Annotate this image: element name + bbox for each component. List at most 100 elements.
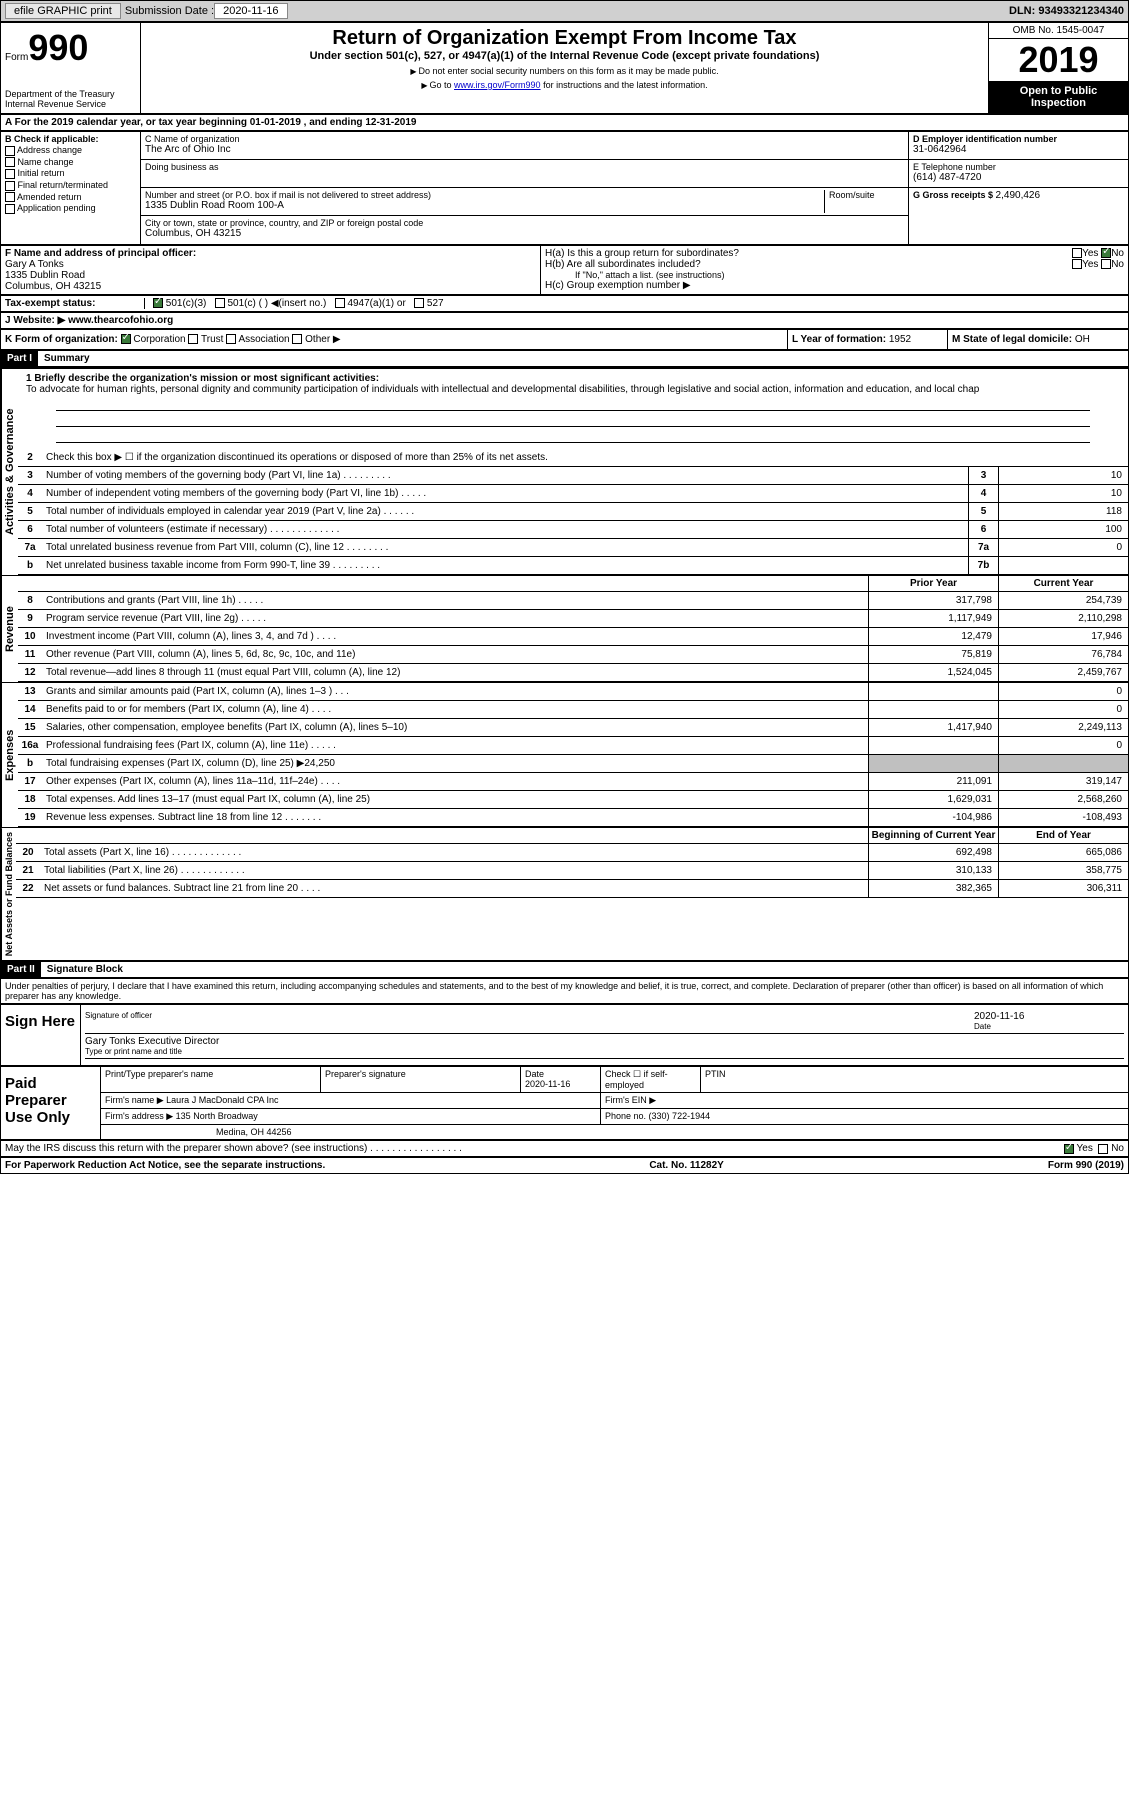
org-city: Columbus, OH 43215	[145, 228, 904, 239]
check-corp[interactable]	[121, 334, 131, 344]
check-501c[interactable]	[215, 298, 225, 308]
perjury-text: Under penalties of perjury, I declare th…	[0, 978, 1129, 1004]
officer-addr2: Columbus, OH 43215	[5, 281, 536, 292]
col-end: End of Year	[998, 828, 1128, 843]
note-goto-post: for instructions and the latest informat…	[543, 80, 708, 90]
col-current: Current Year	[998, 576, 1128, 591]
tax-year-row: A For the 2019 calendar year, or tax yea…	[0, 114, 1129, 131]
table-row: 10Investment income (Part VIII, column (…	[18, 628, 1128, 646]
table-row: 12Total revenue—add lines 8 through 11 (…	[18, 664, 1128, 682]
discuss-yes[interactable]	[1064, 1144, 1074, 1154]
org-name: The Arc of Ohio Inc	[145, 144, 904, 155]
dba-label: Doing business as	[145, 162, 904, 172]
tax-year: 2019	[989, 39, 1128, 81]
sign-here-label: Sign Here	[1, 1005, 81, 1065]
table-row: 16aProfessional fundraising fees (Part I…	[18, 737, 1128, 755]
officer-h-row: F Name and address of principal officer:…	[0, 245, 1129, 295]
org-name-label: C Name of organization	[145, 134, 904, 144]
firm-ein-label: Firm's EIN ▶	[601, 1093, 1128, 1108]
net-assets-label: Net Assets or Fund Balances	[1, 828, 16, 960]
col-b-checkboxes: B Check if applicable: Address change Na…	[1, 132, 141, 244]
form-subtitle: Under section 501(c), 527, or 4947(a)(1)…	[149, 50, 980, 62]
table-row: 11Other revenue (Part VIII, column (A), …	[18, 646, 1128, 664]
hb-note: If "No," attach a list. (see instruction…	[545, 270, 1124, 280]
form-header: Form 990 Department of the Treasury Inte…	[0, 22, 1129, 114]
check-final-return[interactable]: Final return/terminated	[5, 180, 136, 191]
check-name-change[interactable]: Name change	[5, 157, 136, 168]
ptin-label: PTIN	[701, 1067, 1128, 1092]
note-goto-pre: Go to	[421, 80, 454, 90]
check-amended[interactable]: Amended return	[5, 192, 136, 203]
hc-row: H(c) Group exemption number ▶	[545, 280, 1124, 291]
efile-print-button[interactable]: efile GRAPHIC print	[5, 3, 121, 19]
q2-text: Check this box ▶ ☐ if the organization d…	[42, 450, 1128, 465]
check-pending[interactable]: Application pending	[5, 203, 136, 214]
form-title: Return of Organization Exempt From Incom…	[149, 27, 980, 50]
check-4947[interactable]	[335, 298, 345, 308]
ha-row: H(a) Is this a group return for subordin…	[545, 248, 1124, 259]
form-version: Form 990 (2019)	[1048, 1160, 1124, 1171]
col-prior: Prior Year	[868, 576, 998, 591]
hb-row: H(b) Are all subordinates included? Yes …	[545, 259, 1124, 270]
table-row: bTotal fundraising expenses (Part IX, co…	[18, 755, 1128, 773]
table-row: 3Number of voting members of the governi…	[18, 467, 1128, 485]
pt-date: 2020-11-16	[525, 1079, 570, 1089]
gross-value: 2,490,426	[996, 190, 1041, 201]
city-label: City or town, state or province, country…	[145, 218, 904, 228]
col-c-org: C Name of organization The Arc of Ohio I…	[141, 132, 908, 244]
activities-governance-label: Activities & Governance	[1, 369, 18, 575]
firm-addr2: Medina, OH 44256	[101, 1125, 601, 1139]
open-inspection: Open to Public Inspection	[989, 81, 1128, 113]
cat-no: Cat. No. 11282Y	[649, 1160, 723, 1171]
website-url: www.thearcofohio.org	[68, 315, 173, 326]
gross-label: G Gross receipts $	[913, 190, 996, 200]
part2-header: Part II Signature Block	[0, 961, 1129, 978]
sign-here-section: Sign Here Signature of officer 2020-11-1…	[0, 1004, 1129, 1066]
check-527[interactable]	[414, 298, 424, 308]
page-footer: For Paperwork Reduction Act Notice, see …	[0, 1157, 1129, 1174]
part1-header: Part I Summary	[0, 350, 1129, 367]
check-initial-return[interactable]: Initial return	[5, 168, 136, 179]
table-row: 8Contributions and grants (Part VIII, li…	[18, 592, 1128, 610]
form-word: Form	[5, 52, 28, 63]
discuss-row: May the IRS discuss this return with the…	[0, 1140, 1129, 1157]
paid-preparer-label: Paid Preparer Use Only	[1, 1067, 101, 1139]
top-bar: efile GRAPHIC print Submission Date : 20…	[0, 0, 1129, 22]
tax-status-row: Tax-exempt status: 501(c)(3) 501(c) ( ) …	[0, 295, 1129, 312]
addr-label: Number and street (or P.O. box if mail i…	[145, 190, 824, 200]
table-row: bNet unrelated business taxable income f…	[18, 557, 1128, 575]
check-other[interactable]	[292, 334, 302, 344]
irs-label: Internal Revenue Service	[5, 99, 136, 109]
tax-status-label: Tax-exempt status:	[5, 298, 145, 309]
check-501c3[interactable]	[153, 298, 163, 308]
sig-name: Gary Tonks Executive Director	[85, 1036, 219, 1047]
mission-text: To advocate for human rights, personal d…	[26, 384, 1120, 395]
table-row: 15Salaries, other compensation, employee…	[18, 719, 1128, 737]
discuss-no[interactable]	[1098, 1144, 1108, 1154]
check-trust[interactable]	[188, 334, 198, 344]
sig-officer-label: Signature of officer	[85, 1011, 974, 1020]
year-formation: 1952	[889, 334, 911, 345]
col-b-title: B Check if applicable:	[5, 134, 136, 144]
state-domicile: OH	[1075, 334, 1090, 345]
table-row: 5Total number of individuals employed in…	[18, 503, 1128, 521]
submission-date: 2020-11-16	[214, 3, 287, 19]
table-row: 18Total expenses. Add lines 13–17 (must …	[18, 791, 1128, 809]
check-assoc[interactable]	[226, 334, 236, 344]
dept-treasury: Department of the Treasury	[5, 89, 136, 99]
table-row: 4Number of independent voting members of…	[18, 485, 1128, 503]
table-row: 21Total liabilities (Part X, line 26) . …	[16, 862, 1128, 880]
ein-label: D Employer identification number	[913, 134, 1124, 144]
check-address-change[interactable]: Address change	[5, 145, 136, 156]
table-row: 22Net assets or fund balances. Subtract …	[16, 880, 1128, 898]
firm-addr1: 135 North Broadway	[176, 1111, 258, 1121]
phone-label: E Telephone number	[913, 162, 1124, 172]
paid-preparer-section: Paid Preparer Use Only Print/Type prepar…	[0, 1066, 1129, 1140]
org-info-block: B Check if applicable: Address change Na…	[0, 131, 1129, 245]
form990-link[interactable]: www.irs.gov/Form990	[454, 80, 541, 90]
firm-name: Laura J MacDonald CPA Inc	[166, 1095, 278, 1105]
website-row: J Website: ▶ www.thearcofohio.org	[0, 312, 1129, 329]
mission-label: 1 Briefly describe the organization's mi…	[26, 373, 1120, 384]
table-row: 9Program service revenue (Part VIII, lin…	[18, 610, 1128, 628]
table-row: 14Benefits paid to or for members (Part …	[18, 701, 1128, 719]
